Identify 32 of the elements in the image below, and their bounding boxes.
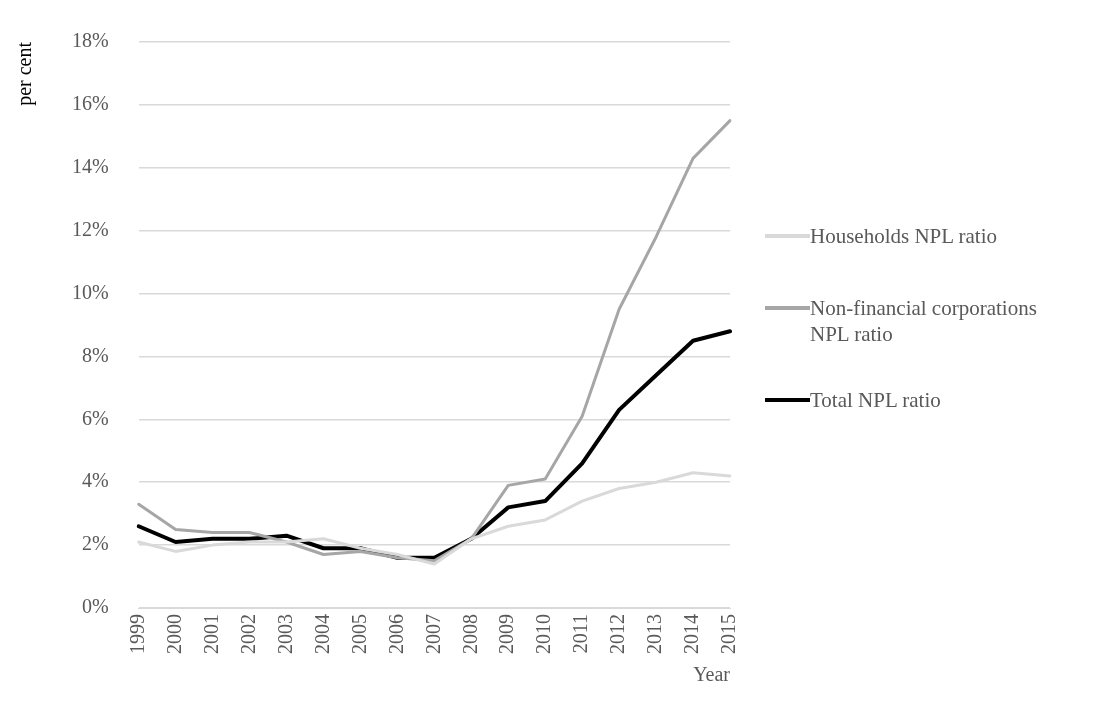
x-tick-label: 2005 xyxy=(347,614,370,654)
x-tick-label: 2012 xyxy=(606,614,629,654)
y-tick-label: 18% xyxy=(71,29,109,52)
x-tick-label: 2003 xyxy=(273,614,296,654)
y-tick-label: 8% xyxy=(81,343,109,366)
legend-label: Total NPL ratio xyxy=(810,387,942,413)
x-tick-label: 2002 xyxy=(236,614,259,654)
x-tick-label: 2007 xyxy=(421,614,444,654)
y-tick-label: 16% xyxy=(71,92,109,115)
y-tick-label: 2% xyxy=(81,532,109,555)
x-tick-label: 2010 xyxy=(532,614,555,654)
y-tick-label: 14% xyxy=(71,155,109,178)
y-tick-label: 10% xyxy=(71,280,109,303)
x-tick-label: 2014 xyxy=(680,614,703,654)
legend-label: Non-financial corporations NPL ratio xyxy=(810,295,1038,347)
legend-label: Households NPL ratio xyxy=(810,223,999,249)
x-tick-label: 2011 xyxy=(569,614,592,654)
x-tick-label: 1999 xyxy=(125,614,148,654)
y-axis-title: per cent xyxy=(13,41,37,106)
x-tick-label: 2006 xyxy=(384,614,407,654)
x-tick-label: 2013 xyxy=(643,614,666,654)
x-tick-label: 2000 xyxy=(162,614,185,654)
y-tick-label: 6% xyxy=(81,406,109,429)
x-tick-label: 2015 xyxy=(717,614,740,654)
x-tick-label: 2008 xyxy=(458,614,481,654)
x-tick-label: 2009 xyxy=(495,614,518,654)
x-tick-label: 2001 xyxy=(199,614,222,654)
x-axis-title: Year xyxy=(693,663,731,686)
x-tick-label: 2004 xyxy=(310,614,333,654)
y-tick-label: 4% xyxy=(81,469,109,492)
y-tick-label: 12% xyxy=(71,217,109,240)
y-tick-label: 0% xyxy=(81,595,109,618)
